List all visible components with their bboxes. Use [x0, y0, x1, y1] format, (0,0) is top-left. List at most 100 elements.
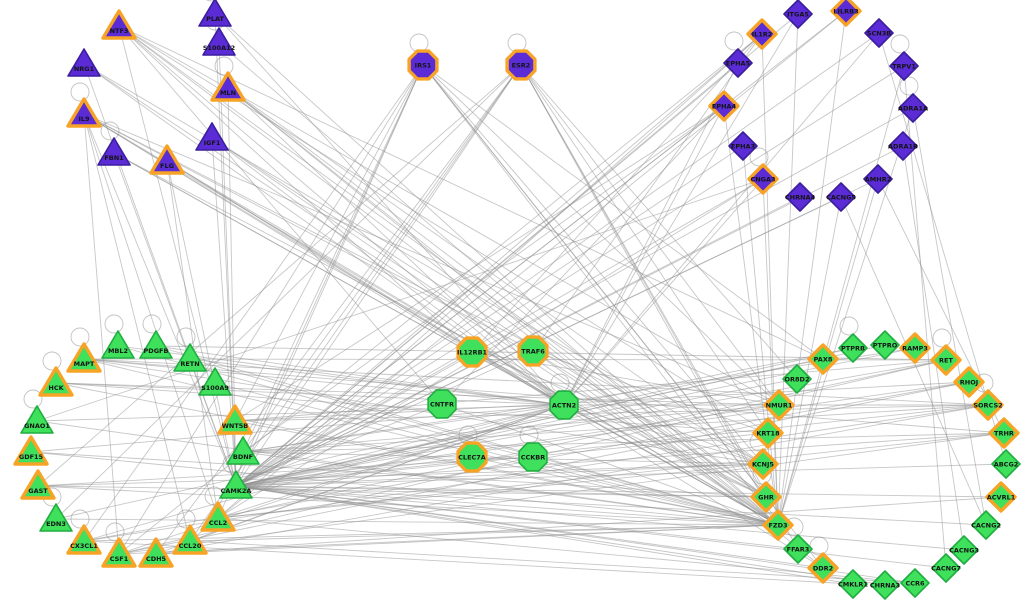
node-shape-ADRA1A[interactable] — [898, 93, 928, 123]
node-shape-GAST[interactable] — [20, 469, 56, 500]
node-IL9[interactable]: IL9 — [66, 97, 102, 128]
node-shape-FBN1[interactable] — [97, 137, 131, 166]
node-shape-CCL20[interactable] — [172, 524, 208, 555]
node-ADRA1A[interactable]: ADRA1A — [898, 93, 928, 123]
node-MAPT[interactable]: MAPT — [66, 342, 102, 373]
node-shape-SCN3B[interactable] — [864, 18, 894, 48]
node-SORCS2[interactable]: SORCS2 — [972, 389, 1004, 421]
node-PDGFB[interactable]: PDGFB — [139, 330, 173, 359]
node-SCN3B[interactable]: SCN3B — [864, 18, 894, 48]
node-shape-RAMP3[interactable] — [899, 332, 931, 364]
node-shape-GNAO1[interactable] — [20, 405, 54, 434]
node-FLG[interactable]: FLG — [149, 144, 185, 175]
node-shape-PLAT[interactable] — [198, 0, 232, 27]
node-S100A12[interactable]: S100A12 — [202, 27, 236, 56]
node-ACTN2[interactable]: ACTN2 — [549, 390, 579, 420]
node-CMKLR1[interactable]: CMKLR1 — [838, 569, 868, 599]
node-shape-TRPV1[interactable] — [889, 51, 919, 81]
node-shape-NMUR1[interactable] — [763, 389, 795, 421]
node-PTPRO[interactable]: PTPRO — [870, 330, 900, 360]
node-shape-CDH5[interactable] — [138, 537, 174, 568]
node-CHRNA3[interactable]: CHRNA3 — [870, 570, 900, 600]
node-CACNG3[interactable]: CACNG3 — [949, 535, 979, 565]
node-shape-SORCS2[interactable] — [972, 389, 1004, 421]
node-shape-CAMK2A[interactable] — [219, 470, 253, 499]
node-shape-CCR6[interactable] — [900, 568, 930, 598]
node-LILRB3[interactable]: LILRB3 — [830, 0, 862, 27]
node-shape-FLG[interactable] — [149, 144, 185, 175]
node-shape-EPHA3[interactable] — [728, 131, 758, 161]
node-shape-CCL2[interactable] — [200, 501, 236, 532]
node-WNT5B[interactable]: WNT5B — [217, 404, 253, 435]
node-CACNG2[interactable]: CACNG2 — [971, 510, 1001, 540]
node-shape-HCK[interactable] — [38, 366, 74, 397]
node-RAMP3[interactable]: RAMP3 — [899, 332, 931, 364]
node-ACVRL1[interactable]: ACVRL1 — [985, 481, 1017, 513]
node-CNGA3[interactable]: CNGA3 — [747, 163, 779, 195]
node-shape-CNGA3[interactable] — [747, 163, 779, 195]
node-shape-CACNG3[interactable] — [949, 535, 979, 565]
node-shape-BDNF[interactable] — [226, 436, 260, 465]
node-shape-MLN[interactable] — [210, 71, 246, 102]
node-shape-MAPT[interactable] — [66, 342, 102, 373]
node-AMHR2[interactable]: AMHR2 — [863, 164, 893, 194]
node-shape-CHRNA3[interactable] — [870, 570, 900, 600]
node-shape-CCKBR[interactable] — [518, 442, 548, 472]
node-shape-EPHA4[interactable] — [708, 90, 740, 122]
node-shape-MBL2[interactable] — [101, 330, 135, 359]
node-GDF15[interactable]: GDF15 — [13, 435, 49, 466]
node-ESR2[interactable]: ESR2 — [505, 49, 537, 81]
node-shape-CMKLR1[interactable] — [838, 569, 868, 599]
node-IL1R2[interactable]: IL1R2 — [746, 18, 778, 50]
node-CLEC7A[interactable]: CLEC7A — [456, 441, 488, 473]
node-shape-LILRB3[interactable] — [830, 0, 862, 27]
node-shape-RETN[interactable] — [173, 343, 207, 372]
node-shape-EDN3[interactable] — [39, 503, 73, 532]
node-shape-CLEC7A[interactable] — [456, 441, 488, 473]
node-shape-CACNG2[interactable] — [971, 510, 1001, 540]
node-IRS1[interactable]: IRS1 — [407, 49, 439, 81]
node-CACNG5[interactable]: CACNG5 — [826, 182, 856, 212]
node-shape-NRG1[interactable] — [67, 48, 101, 77]
node-CHRNA4[interactable]: CHRNA4 — [785, 182, 816, 212]
node-ABCG2[interactable]: ABCG2 — [991, 449, 1021, 479]
node-shape-GHR[interactable] — [750, 481, 782, 513]
node-shape-ADRA1B[interactable] — [888, 131, 918, 161]
node-shape-PDGFB[interactable] — [139, 330, 173, 359]
node-shape-ACVRL1[interactable] — [985, 481, 1017, 513]
node-FBN1[interactable]: FBN1 — [97, 137, 131, 166]
node-shape-PTPRB[interactable] — [838, 333, 868, 363]
node-OR8D2[interactable]: OR8D2 — [782, 364, 812, 394]
node-ITGA5[interactable]: ITGA5 — [783, 0, 813, 29]
node-shape-ESR2[interactable] — [505, 49, 537, 81]
node-shape-OR8D2[interactable] — [782, 364, 812, 394]
node-CCKBR[interactable]: CCKBR — [518, 442, 548, 472]
node-NRG1[interactable]: NRG1 — [67, 48, 101, 77]
node-TRAF6[interactable]: TRAF6 — [517, 335, 549, 367]
node-ADRA1B[interactable]: ADRA1B — [888, 131, 918, 161]
node-shape-S100A9[interactable] — [198, 367, 232, 396]
node-CACNG7[interactable]: CACNG7 — [931, 553, 961, 583]
node-shape-ACTN2[interactable] — [549, 390, 579, 420]
node-shape-CNTFR[interactable] — [427, 389, 457, 419]
node-shape-RHOJ[interactable] — [953, 366, 985, 398]
node-shape-GDF15[interactable] — [13, 435, 49, 466]
node-shape-TRHR[interactable] — [988, 417, 1020, 449]
node-NTF3[interactable]: NTF3 — [101, 9, 137, 40]
node-shape-KRT18[interactable] — [752, 417, 784, 449]
node-MLN[interactable]: MLN — [210, 71, 246, 102]
node-shape-CSF1[interactable] — [101, 537, 137, 568]
node-PLAT[interactable]: PLAT — [198, 0, 232, 27]
node-shape-IRS1[interactable] — [407, 49, 439, 81]
node-shape-FZD3[interactable] — [762, 509, 794, 541]
node-IL12RB1[interactable]: IL12RB1 — [456, 336, 488, 368]
node-CNTFR[interactable]: CNTFR — [427, 389, 457, 419]
node-shape-CHRNA4[interactable] — [785, 182, 815, 212]
node-shape-WNT5B[interactable] — [217, 404, 253, 435]
node-shape-NTF3[interactable] — [101, 9, 137, 40]
node-TRPV1[interactable]: TRPV1 — [889, 51, 919, 81]
node-shape-EPHA5[interactable] — [723, 48, 753, 78]
node-shape-ITGA5[interactable] — [783, 0, 813, 29]
node-shape-IL9[interactable] — [66, 97, 102, 128]
node-shape-AMHR2[interactable] — [863, 164, 893, 194]
